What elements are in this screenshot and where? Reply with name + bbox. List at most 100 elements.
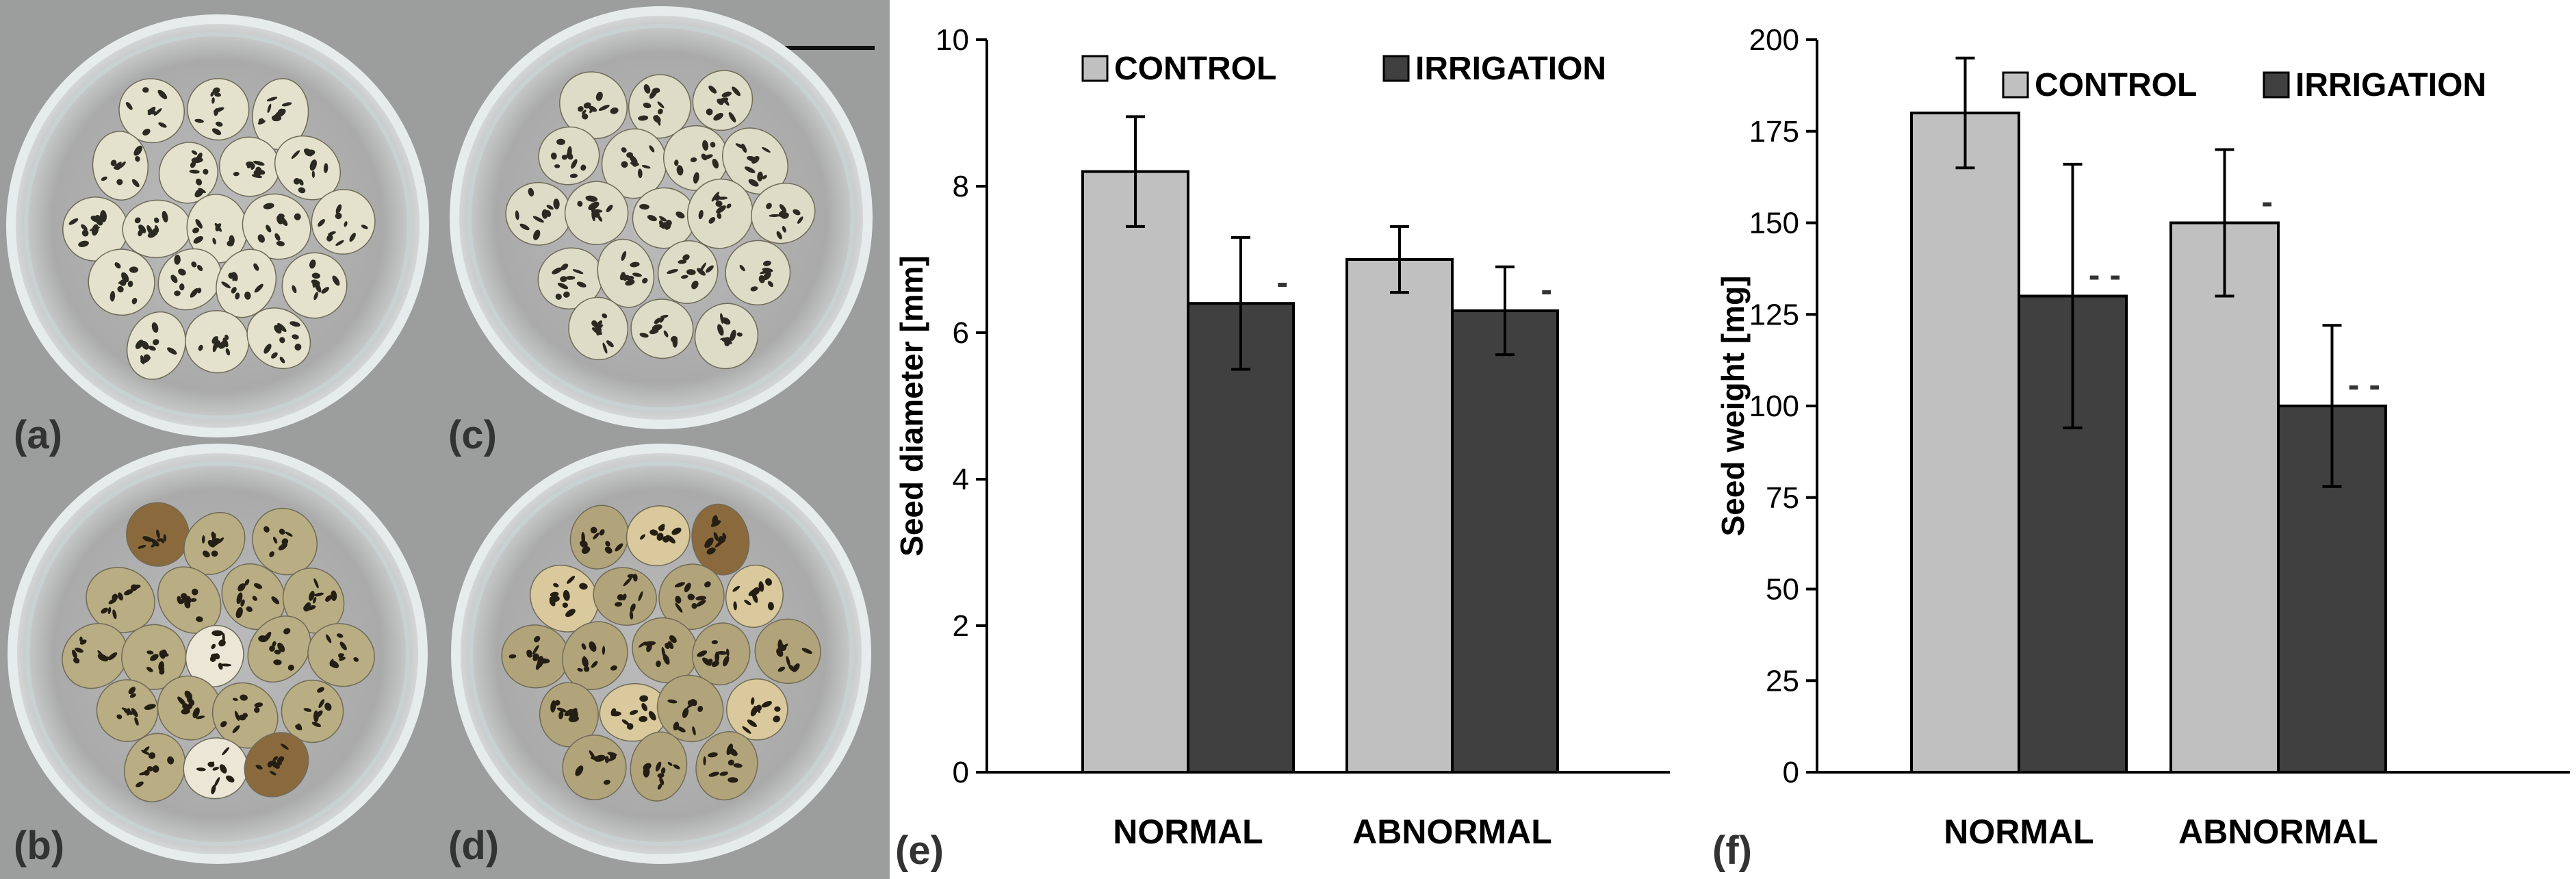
seed-speck xyxy=(595,92,603,101)
seed xyxy=(721,127,788,195)
seed-speck xyxy=(211,550,218,557)
seed xyxy=(564,181,629,246)
seed-speck xyxy=(119,161,126,168)
seed-speck xyxy=(541,209,548,219)
seed-speck xyxy=(217,537,224,544)
seed xyxy=(539,682,599,748)
seed-speck xyxy=(133,145,142,156)
bar-control-abnormal xyxy=(1345,258,1454,774)
seed-speck xyxy=(615,543,623,552)
seed-speck xyxy=(767,281,773,288)
seed-speck xyxy=(285,531,293,537)
seed xyxy=(187,77,250,141)
seed xyxy=(597,238,655,308)
seed-speck xyxy=(669,635,677,644)
seed-speck xyxy=(691,281,699,290)
seed-speck xyxy=(335,204,342,214)
seed-speck xyxy=(75,648,83,653)
seed-speck xyxy=(626,723,634,730)
seed-speck xyxy=(593,209,603,213)
seed-speck xyxy=(157,90,168,99)
seed xyxy=(252,78,309,151)
seed-speck xyxy=(777,666,786,672)
seed-speck xyxy=(198,188,206,194)
seed-speck xyxy=(344,221,348,227)
seed-speck xyxy=(142,87,149,93)
seed-speck xyxy=(148,752,156,759)
seed-speck xyxy=(146,667,153,672)
seed-speck xyxy=(158,122,167,128)
seed-speck xyxy=(281,539,289,544)
seed-speck xyxy=(583,102,591,109)
seed-speck xyxy=(191,157,203,164)
seed-speck xyxy=(721,317,731,325)
seed-speck xyxy=(673,764,680,769)
seed-speck xyxy=(692,726,696,736)
seed-speck xyxy=(602,313,608,318)
seed-speck xyxy=(591,320,597,327)
seed-speck xyxy=(714,539,725,548)
seed-speck xyxy=(717,650,728,655)
seed-speck xyxy=(643,641,656,646)
seed-speck xyxy=(639,695,649,702)
seed-speck xyxy=(271,596,279,604)
seed-speck xyxy=(318,699,325,709)
seed-speck xyxy=(593,324,604,331)
seed-speck xyxy=(240,694,248,701)
seed-speck xyxy=(326,234,333,242)
seed xyxy=(282,568,345,634)
seed xyxy=(157,248,222,311)
seed-speck xyxy=(793,209,801,216)
seed-speck xyxy=(131,298,138,305)
seed-speck xyxy=(630,603,636,612)
seed-speck xyxy=(642,277,648,284)
seed-speck xyxy=(698,209,704,220)
seed-speck xyxy=(526,649,533,658)
seed-speck xyxy=(149,108,155,114)
seed-speck xyxy=(146,766,153,772)
seed xyxy=(632,617,699,683)
seed-speck xyxy=(335,240,344,246)
seed-speck xyxy=(762,175,767,179)
seed-speck xyxy=(236,592,243,604)
seed-speck xyxy=(788,665,795,672)
seed-speck xyxy=(687,700,694,706)
seed-speck xyxy=(757,171,763,182)
seed-speck xyxy=(643,766,650,778)
seed-speck xyxy=(353,657,359,662)
seed-body xyxy=(630,298,694,359)
seed-speck xyxy=(744,166,756,173)
seed-speck xyxy=(582,657,589,667)
seed-speck xyxy=(317,687,324,693)
seed-speck xyxy=(565,276,576,280)
seed-speck xyxy=(697,268,706,276)
seed-speck xyxy=(733,601,737,611)
seed xyxy=(281,679,344,743)
seed-speck xyxy=(639,333,649,338)
seed-speck xyxy=(532,645,539,654)
seed-speck xyxy=(81,229,89,237)
seed-speck xyxy=(281,102,292,107)
seed-speck xyxy=(209,542,217,548)
seed-speck xyxy=(705,265,714,273)
seed-speck xyxy=(578,105,584,112)
seed-speck xyxy=(572,269,584,275)
seed-speck xyxy=(656,660,661,667)
seed xyxy=(691,503,750,576)
seed-speck xyxy=(702,140,709,151)
seed-speck xyxy=(191,150,198,155)
seed-speck xyxy=(643,102,652,109)
seed-speck xyxy=(254,283,263,293)
seed-speck xyxy=(662,654,670,665)
seed-speck xyxy=(112,594,118,601)
seed-speck xyxy=(621,719,630,726)
seed xyxy=(185,309,250,374)
seed-speck xyxy=(659,316,665,323)
seed-speck xyxy=(797,216,803,224)
seed-speck xyxy=(713,112,723,121)
bar-irrigation-normal xyxy=(1187,302,1295,774)
seed-speck xyxy=(629,611,634,620)
seed-speck xyxy=(739,264,745,272)
seed xyxy=(183,511,246,575)
seed-speck xyxy=(244,291,251,300)
